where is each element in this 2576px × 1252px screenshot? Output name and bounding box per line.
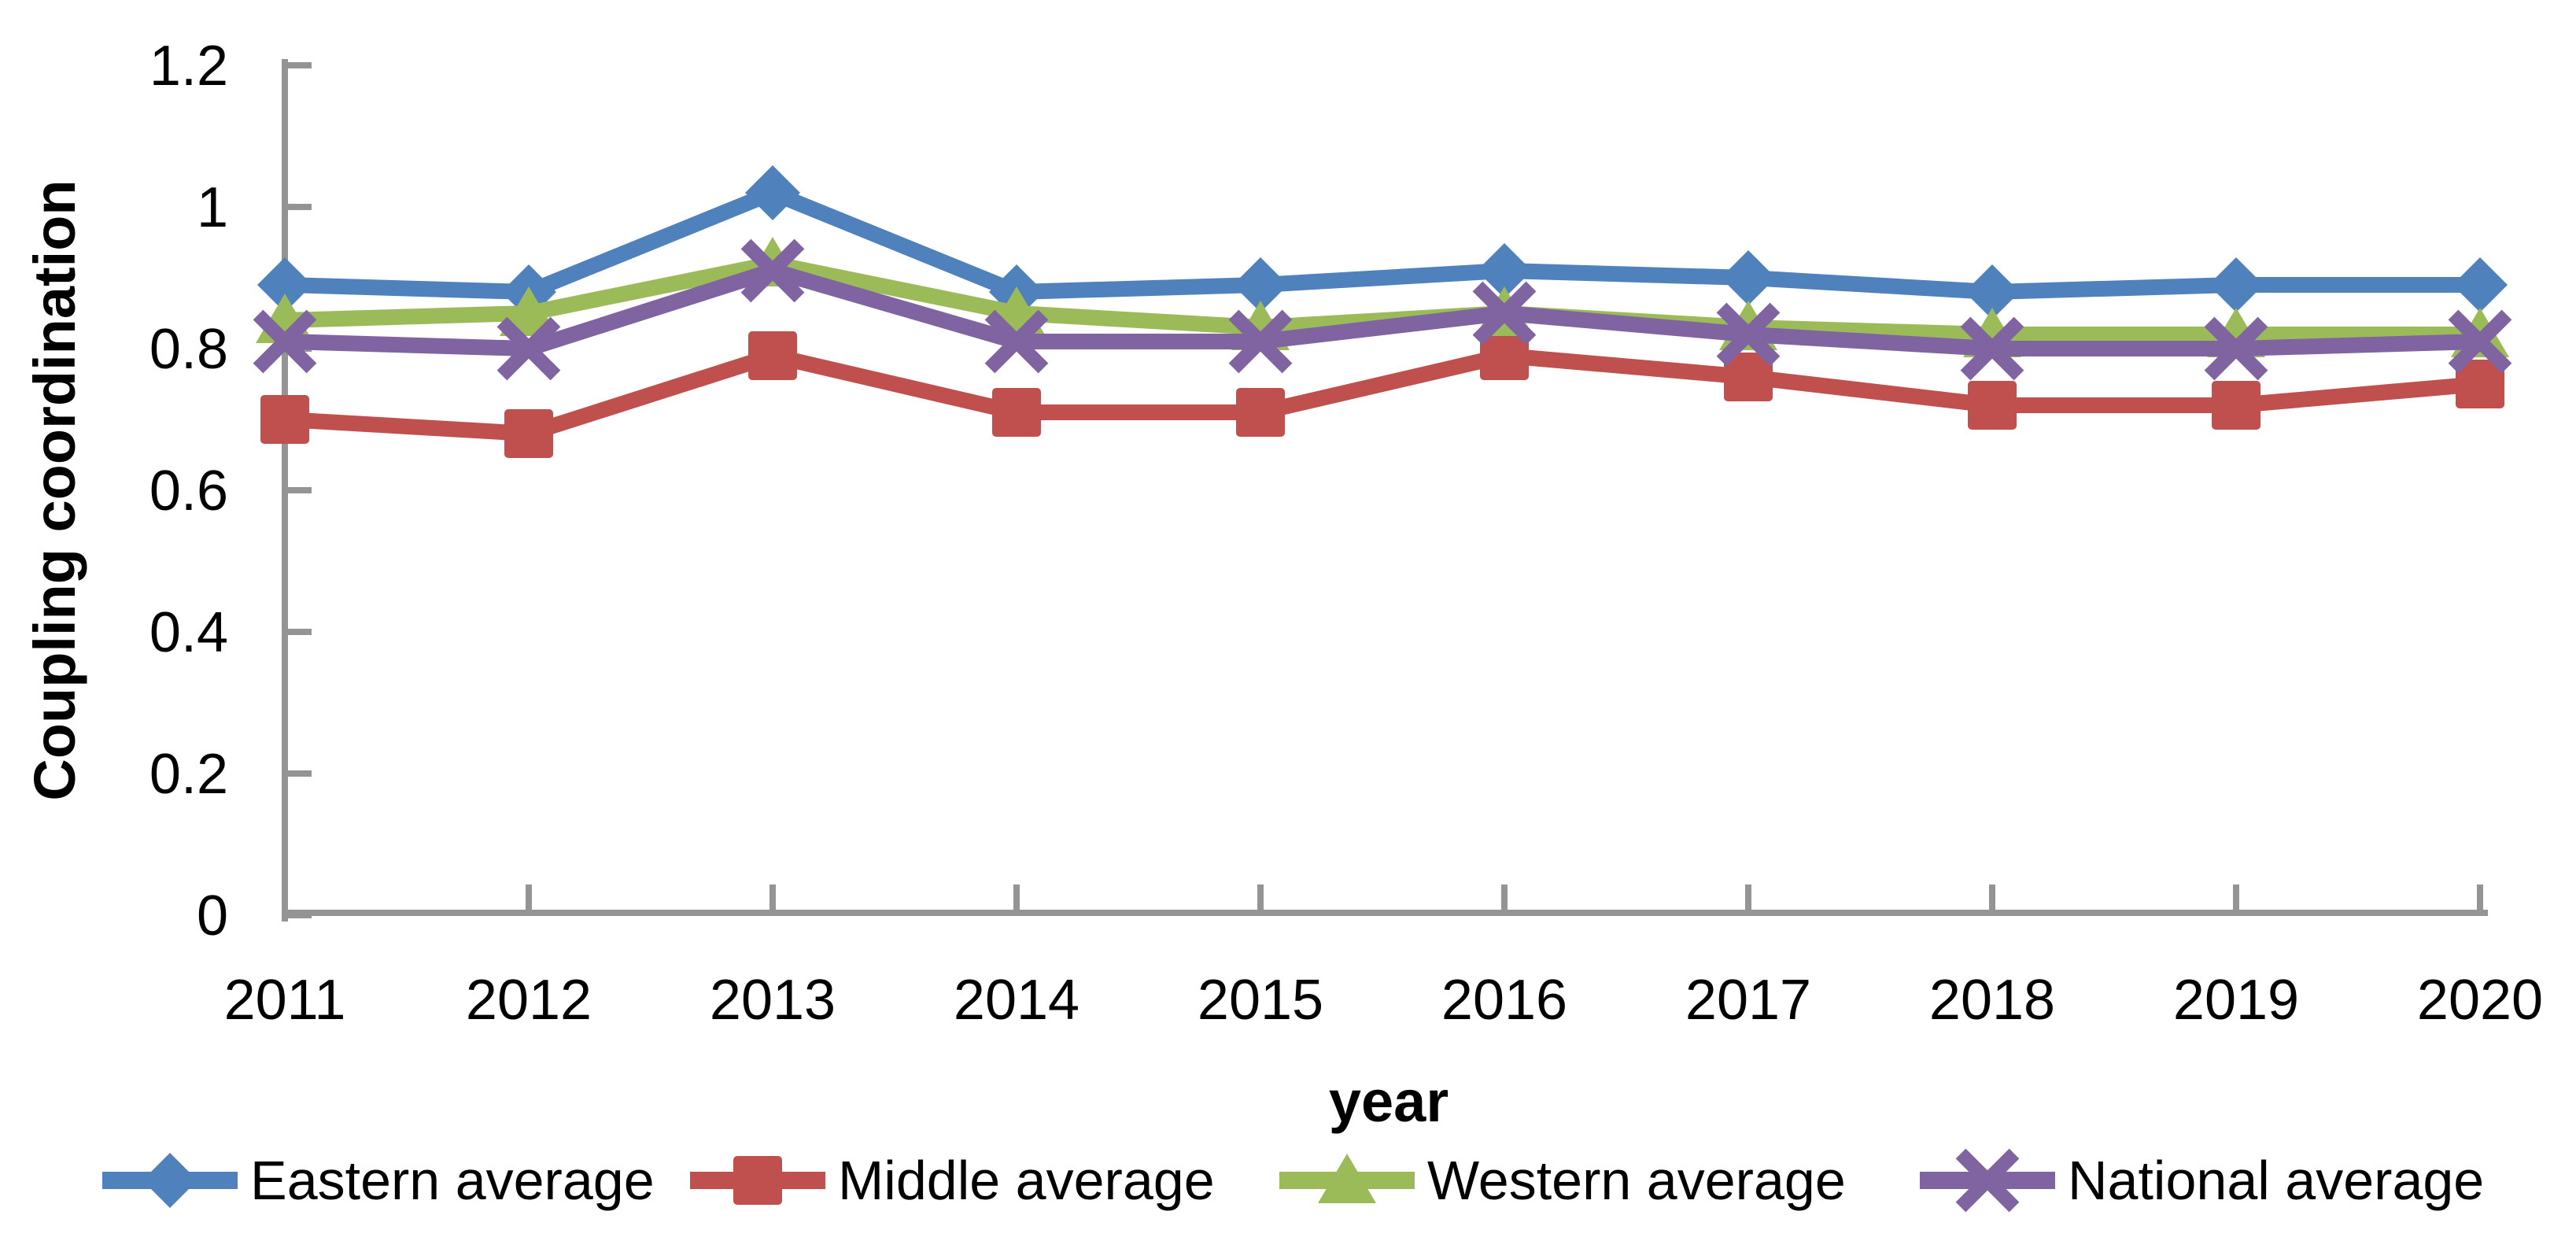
y-axis-tick-label: 0.2 — [149, 743, 228, 806]
data-point-middle-average-2014 — [992, 388, 1041, 437]
y-axis-tick-label: 0.8 — [149, 318, 228, 381]
x-axis-tick-label: 2013 — [710, 969, 836, 1032]
series-national-average — [253, 238, 2512, 381]
data-point-eastern-average-2017 — [1721, 250, 1776, 305]
data-point-national-average-2016 — [1472, 281, 1537, 345]
x-axis-tick-label: 2020 — [2417, 969, 2543, 1032]
data-point-eastern-average-2019 — [2209, 257, 2264, 312]
series-western-average — [256, 237, 2509, 357]
legend-label-western-average: Western average — [1427, 1150, 1846, 1211]
y-axis-title: Coupling coordination — [22, 179, 87, 800]
x-axis-tick-label: 2014 — [954, 969, 1079, 1032]
data-point-middle-average-2017 — [1724, 353, 1773, 401]
data-point-national-average-2017 — [1716, 302, 1781, 367]
x-axis-tick-label: 2016 — [1441, 969, 1567, 1032]
x-axis-tick-label: 2019 — [2173, 969, 2299, 1032]
data-point-western-average-2012 — [500, 286, 558, 336]
y-axis-tick-label: 0 — [197, 885, 228, 947]
y-axis-tick-label: 1.2 — [149, 35, 228, 98]
x-axis-tick-label: 2011 — [224, 969, 346, 1032]
legend: Eastern average Middle average Western ave… — [102, 1148, 2484, 1213]
data-point-eastern-average-2015 — [1233, 257, 1288, 312]
data-point-middle-average-2011 — [260, 395, 309, 444]
legend-marker-eastern-average — [142, 1153, 197, 1208]
data-point-middle-average-2018 — [1968, 381, 2017, 430]
x-axis-tick-label: 2012 — [466, 969, 592, 1032]
data-point-national-average-2020 — [2448, 309, 2512, 374]
data-point-middle-average-2016 — [1480, 331, 1529, 380]
y-axis-tick-label: 0.6 — [149, 460, 228, 523]
data-point-eastern-average-2016 — [1477, 243, 1532, 298]
series-line-eastern-average — [284, 185, 2480, 300]
data-point-national-average-2014 — [984, 309, 1049, 374]
data-point-national-average-2011 — [253, 309, 317, 374]
x-axis-tick-label: 2018 — [1929, 969, 2055, 1032]
legend-item-eastern-average: Eastern average — [102, 1150, 655, 1211]
x-axis-tick-label: 2017 — [1685, 969, 1811, 1032]
legend-item-national-average: National average — [1920, 1148, 2484, 1213]
y-axis-tick-label: 0.4 — [149, 601, 228, 664]
x-axis-title: year — [1329, 1069, 1449, 1134]
legend-item-western-average: Western average — [1279, 1150, 1846, 1211]
data-point-middle-average-2012 — [504, 409, 553, 458]
legend-item-middle-average: Middle average — [690, 1150, 1215, 1211]
x-axis-tick-label: 2015 — [1198, 969, 1323, 1032]
data-point-middle-average-2013 — [748, 331, 797, 380]
y-axis-tick-label: 1 — [197, 176, 228, 239]
data-point-national-average-2019 — [2204, 316, 2268, 381]
series-line-middle-average — [284, 348, 2481, 441]
series-middle-average — [260, 331, 2504, 458]
legend-label-eastern-average: Eastern average — [250, 1150, 655, 1211]
data-point-middle-average-2015 — [1236, 388, 1285, 437]
data-point-national-average-2013 — [740, 238, 805, 303]
data-point-eastern-average-2013 — [745, 165, 800, 220]
legend-marker-western-average — [1318, 1154, 1376, 1203]
data-point-eastern-average-2020 — [2452, 257, 2508, 312]
data-point-middle-average-2019 — [2212, 381, 2260, 430]
data-point-middle-average-2020 — [2456, 360, 2504, 408]
data-point-eastern-average-2011 — [257, 257, 312, 312]
series-line-national-average — [284, 263, 2481, 356]
data-point-eastern-average-2018 — [1965, 264, 2020, 319]
data-point-national-average-2012 — [496, 316, 561, 381]
legend-marker-middle-average — [733, 1156, 782, 1205]
legend-label-middle-average: Middle average — [838, 1150, 1215, 1211]
data-point-national-average-2015 — [1228, 309, 1293, 374]
legend-label-national-average: National average — [2068, 1150, 2484, 1211]
legend-marker-national-average — [1955, 1148, 2020, 1213]
data-point-national-average-2018 — [1960, 316, 2024, 381]
